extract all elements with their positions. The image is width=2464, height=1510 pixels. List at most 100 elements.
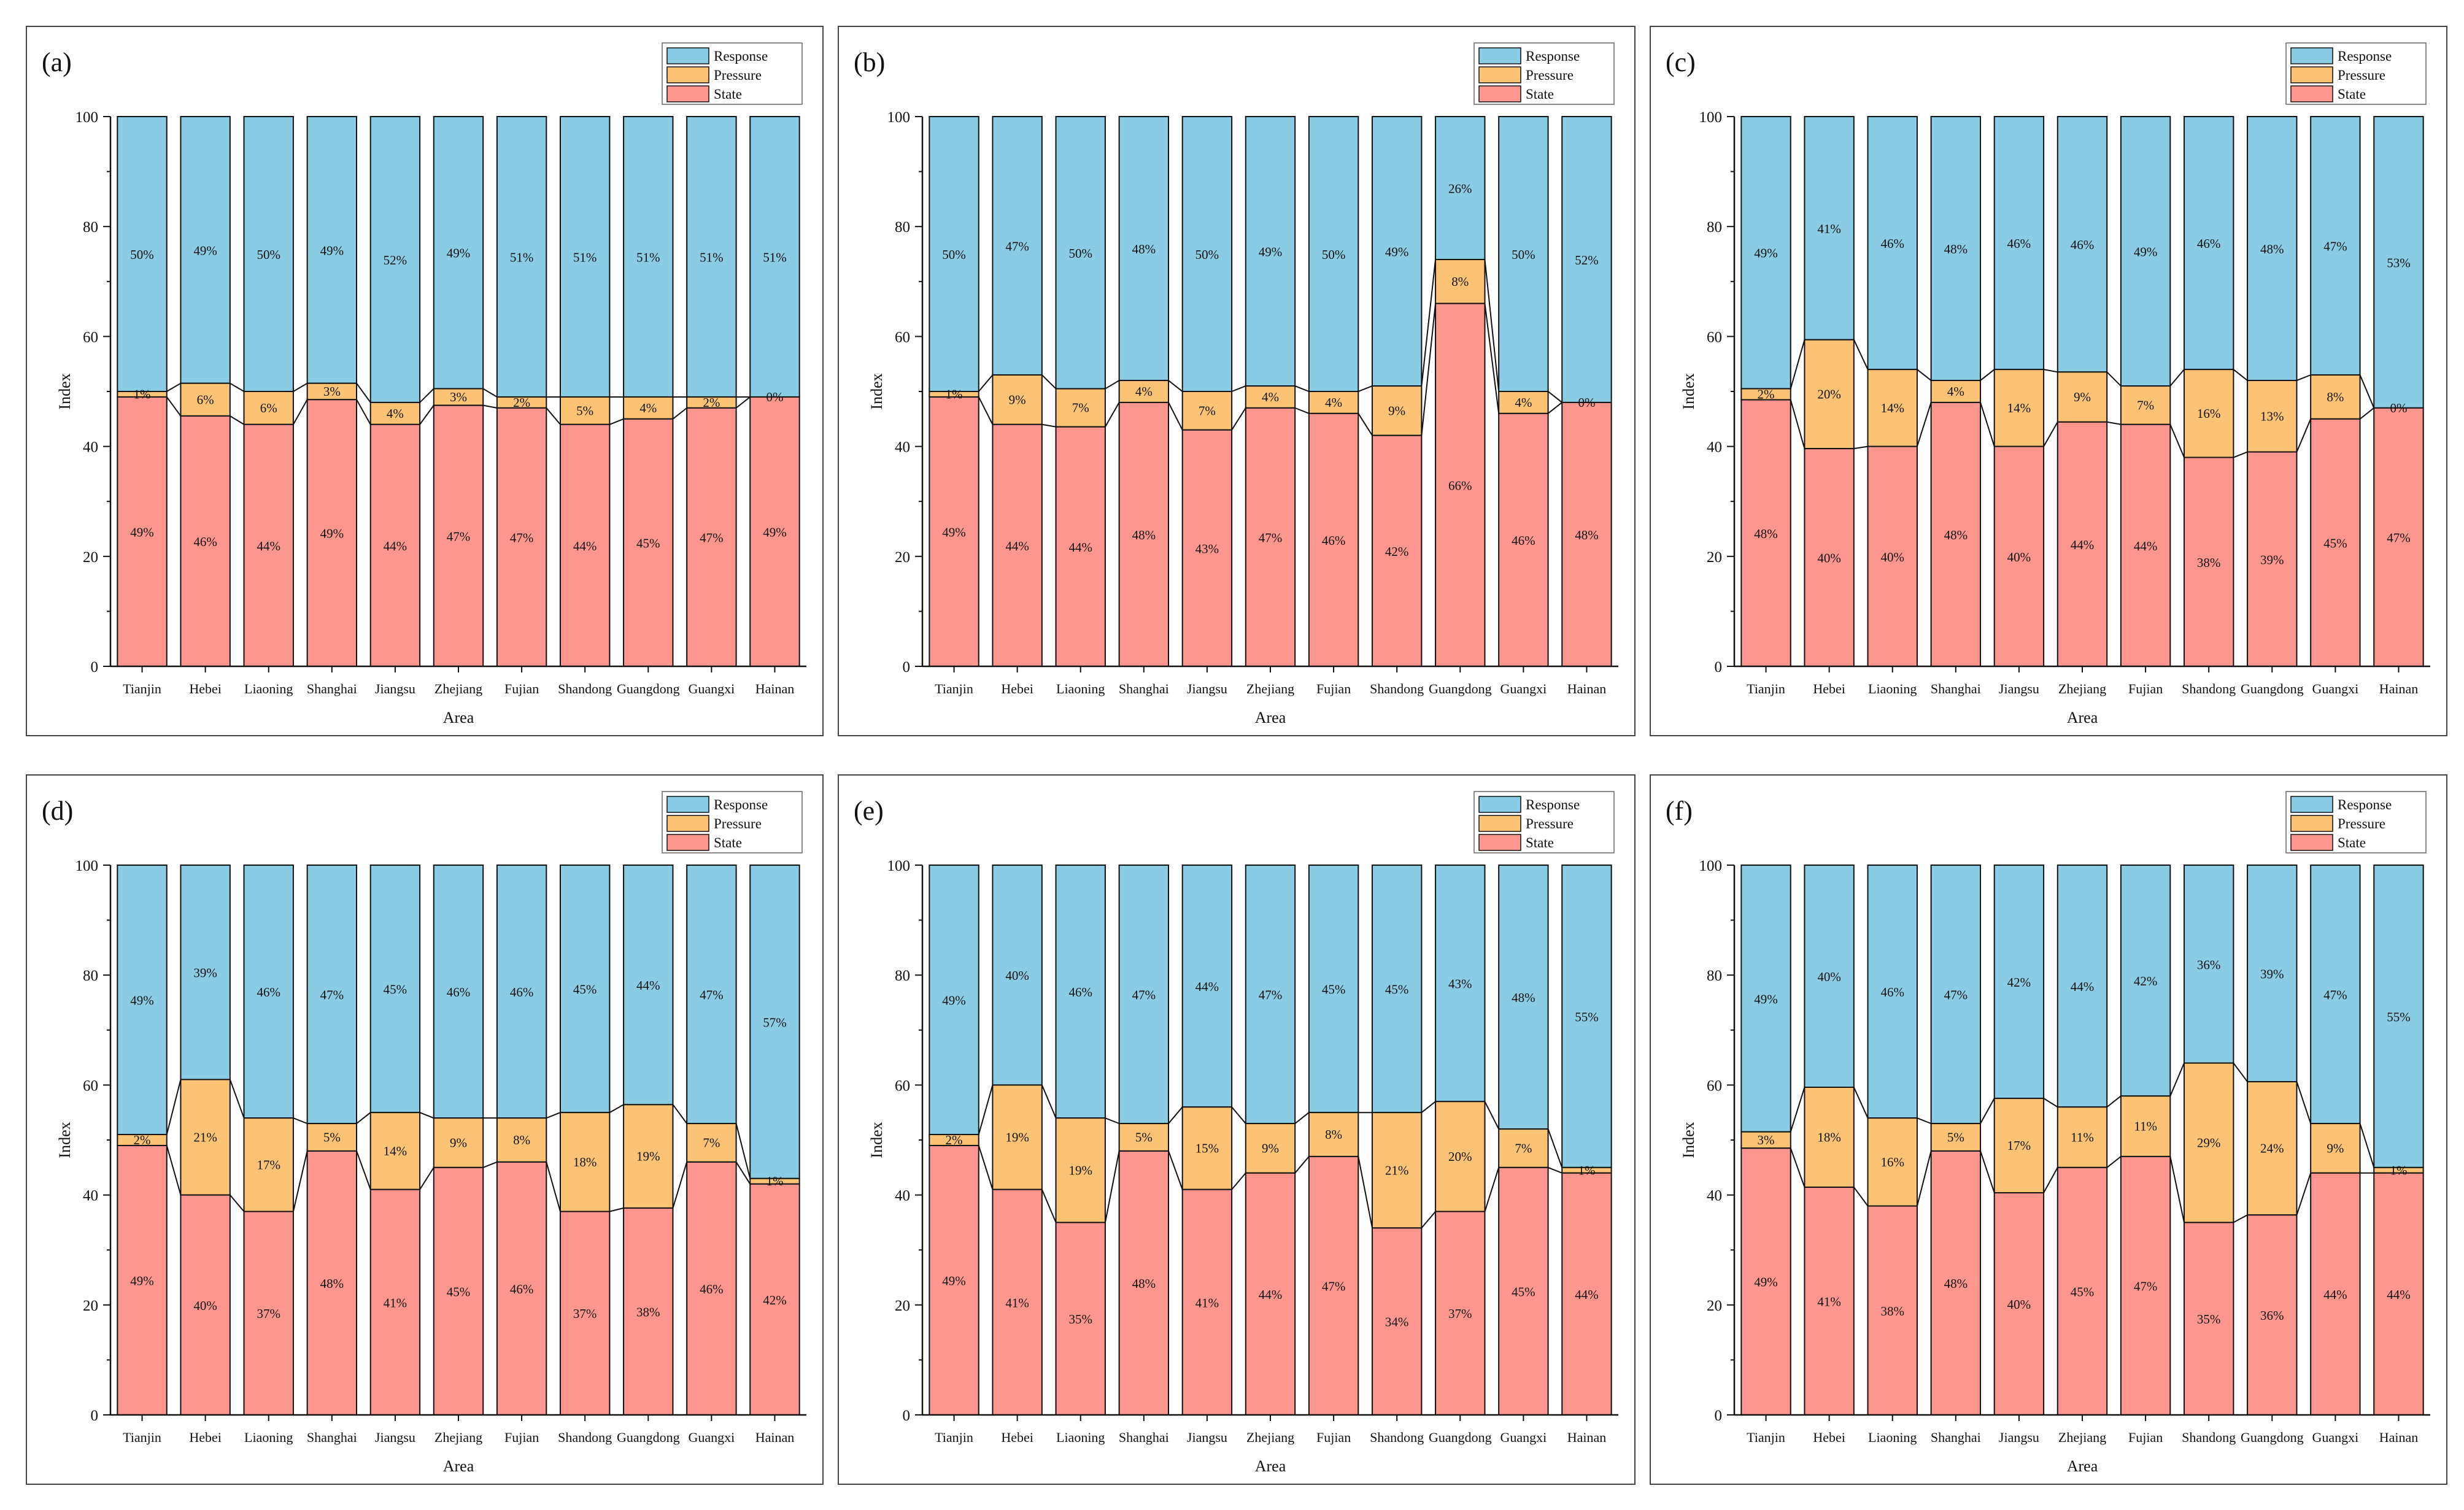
- y-tick-label: 60: [83, 1077, 98, 1094]
- bar-pressure-fujian: [1308, 391, 1359, 414]
- bar-state-guangdong: [623, 1207, 674, 1416]
- data-label-state: 49%: [320, 526, 344, 541]
- bar-response-fujian: [496, 865, 547, 1119]
- connector-line: [735, 1161, 751, 1185]
- data-label-pressure: 6%: [260, 401, 277, 415]
- bar-state-fujian: [2120, 423, 2171, 667]
- bar-pressure-guangdong: [1435, 1101, 1486, 1212]
- bar-state-guangdong: [2247, 1214, 2298, 1416]
- x-tick-label: Guangxi: [688, 1430, 735, 1445]
- connector-line: [2043, 1167, 2058, 1193]
- bar-pressure-guangdong: [2247, 380, 2298, 453]
- data-label-pressure: 19%: [1068, 1163, 1092, 1177]
- x-axis-title: Area: [443, 709, 474, 726]
- legend-swatch-state: [1478, 834, 1521, 851]
- data-label-pressure: 5%: [1947, 1130, 1964, 1145]
- connector-line: [166, 1145, 182, 1195]
- data-label-response: 26%: [1448, 181, 1472, 196]
- data-label-pressure: 29%: [2197, 1135, 2221, 1150]
- connector-line: [230, 415, 245, 425]
- bar-state-tianjin: [929, 1144, 979, 1416]
- bar-state-shanghai: [1930, 1150, 1982, 1416]
- legend-swatch-state: [1478, 85, 1521, 102]
- connector-line: [735, 1123, 751, 1179]
- y-axis-title: Index: [56, 1122, 74, 1158]
- data-label-pressure: 7%: [703, 1135, 720, 1150]
- bar-pressure-guangxi: [2310, 1123, 2361, 1174]
- connector-line: [2233, 1062, 2248, 1082]
- y-tick-label: 100: [75, 109, 99, 126]
- connector-line: [419, 1167, 434, 1190]
- data-label-pressure: 5%: [323, 1130, 341, 1145]
- x-tick-label: Hebei: [1001, 681, 1033, 696]
- legend-swatch-pressure: [2290, 66, 2333, 83]
- y-tick-label: 60: [895, 1077, 910, 1094]
- x-tick-label: Zhejiang: [2058, 681, 2106, 696]
- data-label-response: 44%: [2071, 979, 2095, 994]
- data-label-pressure: 1%: [946, 387, 963, 401]
- x-tick-label: Zhejiang: [2058, 1430, 2106, 1445]
- y-tick-label: 60: [83, 329, 98, 345]
- data-label-pressure: 2%: [1758, 387, 1775, 402]
- x-tick-label: Jiangsu: [375, 681, 415, 696]
- bar-pressure-hebei: [180, 382, 231, 417]
- bar-response-liaoning: [1055, 116, 1106, 390]
- legend-swatch-state: [666, 834, 709, 851]
- connector-line: [1980, 402, 1995, 447]
- bar-response-liaoning: [1055, 865, 1106, 1119]
- bar-response-hebei: [180, 865, 231, 1080]
- data-label-state: 45%: [2323, 536, 2347, 550]
- x-tick-label: Hainan: [1567, 1430, 1607, 1445]
- connector-line: [546, 1161, 561, 1212]
- legend-swatch-response: [2290, 47, 2333, 64]
- bar-pressure-liaoning: [1867, 1117, 1918, 1207]
- connector-line: [1294, 1112, 1310, 1124]
- connector-line: [293, 399, 308, 425]
- connector-line: [1041, 374, 1057, 390]
- data-label-pressure: 21%: [193, 1130, 217, 1145]
- connector-line: [2169, 369, 2185, 387]
- panel-label: (a): [42, 47, 72, 77]
- x-tick-label: Tianjin: [935, 1430, 973, 1445]
- x-axis-title: Area: [2067, 1457, 2098, 1475]
- bar-response-guangdong: [2247, 865, 2298, 1082]
- connector-line: [2043, 1098, 2058, 1108]
- y-tick-label: 20: [895, 549, 910, 566]
- legend-swatch-pressure: [1478, 815, 1521, 832]
- connector-line: [483, 404, 498, 409]
- data-label-pressure: 1%: [1578, 1163, 1595, 1177]
- data-label-pressure: 16%: [1880, 1155, 1904, 1169]
- legend-label-response: Response: [1526, 48, 1580, 64]
- connector-line: [1168, 1106, 1183, 1124]
- bar-response-guangxi: [2310, 116, 2361, 376]
- y-tick-label: 60: [1707, 1077, 1722, 1094]
- connector-line: [672, 407, 687, 420]
- data-label-pressure: 24%: [2260, 1141, 2284, 1156]
- x-tick-label: Tianjin: [123, 1430, 161, 1445]
- data-label-state: 48%: [1944, 1276, 1968, 1291]
- x-tick-label: Shandong: [1370, 1430, 1424, 1445]
- data-label-state: 49%: [942, 525, 966, 539]
- data-label-response: 50%: [130, 247, 154, 262]
- connector-line: [2296, 374, 2311, 382]
- bar-state-shanghai: [306, 399, 358, 667]
- data-label-response: 51%: [573, 250, 597, 264]
- data-label-state: 42%: [1385, 544, 1409, 559]
- x-tick-label: Guangdong: [1429, 681, 1492, 696]
- bar-state-hebei: [992, 1188, 1043, 1416]
- connector-line: [419, 1112, 434, 1119]
- connector-line: [1547, 1128, 1563, 1168]
- y-tick-label: 20: [83, 1298, 98, 1314]
- data-label-response: 43%: [1448, 977, 1472, 992]
- data-label-pressure: 3%: [323, 384, 341, 399]
- connector-line: [672, 1161, 688, 1209]
- data-label-response: 51%: [510, 250, 534, 264]
- legend-swatch-response: [1478, 47, 1521, 64]
- data-label-state: 49%: [1754, 1275, 1778, 1290]
- bar-pressure-liaoning: [1055, 1117, 1106, 1223]
- data-label-response: 39%: [193, 966, 217, 980]
- bar-response-hainan: [749, 116, 800, 398]
- data-label-state: 47%: [2134, 1279, 2158, 1293]
- data-label-response: 57%: [763, 1015, 787, 1030]
- data-label-pressure: 6%: [197, 392, 214, 407]
